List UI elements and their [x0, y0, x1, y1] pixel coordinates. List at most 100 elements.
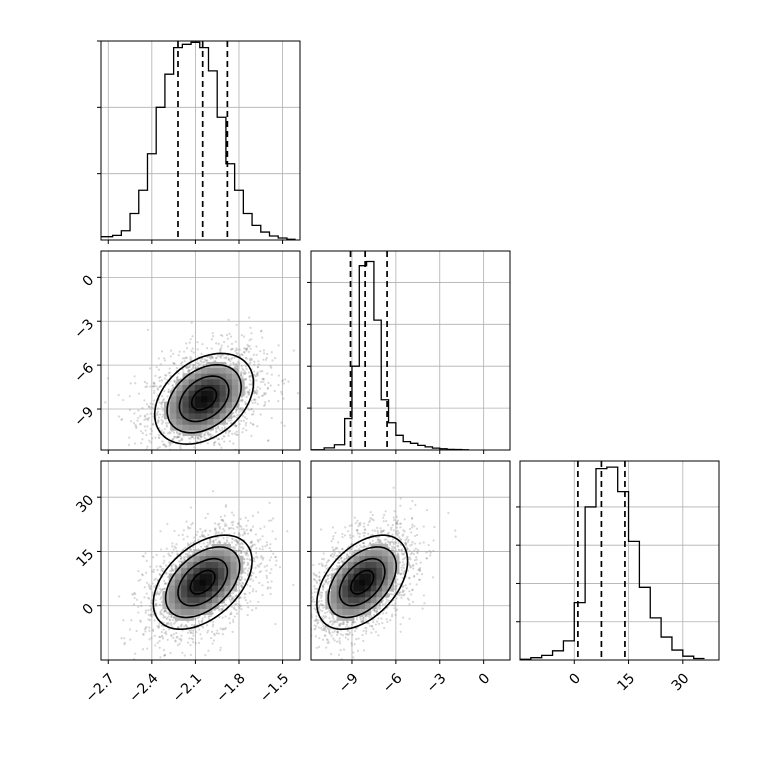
scatter-point — [236, 542, 239, 545]
scatter-point — [156, 590, 159, 593]
scatter-point — [182, 371, 185, 374]
scatter-point — [245, 429, 248, 432]
scatter-point — [263, 392, 266, 395]
scatter-point — [165, 623, 168, 626]
scatter-point — [176, 376, 179, 380]
scatter-point — [395, 522, 398, 525]
scatter-point — [147, 609, 150, 612]
scatter-point — [232, 620, 235, 624]
scatter-point — [171, 618, 174, 622]
scatter-point — [369, 511, 372, 514]
scatter-point — [286, 530, 289, 533]
scatter-point — [159, 458, 161, 460]
scatter-point — [241, 398, 244, 402]
scatter-point — [124, 456, 126, 458]
scatter-point — [372, 620, 375, 624]
scatter-point — [193, 437, 196, 440]
scatter-point — [220, 346, 223, 350]
scatter-point — [235, 363, 238, 366]
scatter-point — [186, 370, 190, 373]
density-bins — [162, 543, 244, 621]
scatter-point — [189, 548, 193, 551]
scatter-point — [255, 392, 258, 395]
scatter-point — [235, 594, 238, 597]
scatter-point — [232, 361, 235, 364]
scatter-point — [365, 629, 368, 633]
scatter-point — [141, 648, 145, 651]
scatter-point — [246, 554, 250, 557]
density-bin — [199, 573, 207, 580]
scatter-point — [141, 407, 144, 410]
scatter-point — [212, 632, 216, 635]
scatter-point — [149, 441, 152, 444]
scatter-point — [255, 590, 258, 593]
scatter-point — [232, 618, 235, 621]
scatter-point — [239, 407, 242, 410]
scatter-point — [174, 436, 177, 439]
scatter-point — [256, 564, 259, 567]
scatter-point — [153, 391, 156, 395]
scatter-point — [167, 552, 170, 555]
scatter-point — [133, 375, 136, 378]
scatter-point — [133, 442, 137, 445]
scatter-point — [170, 634, 173, 637]
histogram-grid-0 — [101, 41, 300, 240]
density-bin — [213, 412, 220, 420]
density-bin — [213, 367, 220, 374]
scatter-point — [157, 419, 160, 422]
scatter-point — [186, 469, 188, 471]
scatter-point — [221, 616, 224, 619]
density-bin — [231, 384, 239, 391]
scatter-point — [257, 360, 260, 363]
scatter-point — [263, 565, 266, 568]
scatter-point — [387, 599, 390, 602]
density-bin — [182, 378, 190, 386]
scatter-point — [192, 363, 195, 367]
scatter-point — [190, 436, 194, 439]
scatter-point — [161, 440, 164, 443]
scatter-point — [104, 401, 107, 404]
scatter-point — [401, 534, 404, 537]
scatter-point — [240, 525, 243, 528]
scatter-point — [281, 380, 284, 383]
scatter-point — [189, 631, 192, 634]
density-bin — [205, 561, 213, 568]
scatter-point — [235, 612, 239, 615]
scatter-point — [181, 651, 184, 654]
scatter-point — [169, 554, 172, 557]
scatter-point — [390, 547, 394, 550]
scatter-point — [169, 355, 172, 358]
scatter-point — [253, 391, 256, 395]
scatter-point — [250, 399, 253, 402]
scatter-point — [218, 605, 221, 608]
density-bin — [194, 384, 202, 391]
scatter-point — [247, 390, 250, 394]
scatter-point — [201, 621, 204, 624]
scatter-point — [246, 569, 249, 572]
scatter-point — [219, 356, 223, 359]
scatter-point — [160, 405, 163, 408]
scatter-point — [187, 501, 189, 503]
scatter-point — [164, 582, 167, 585]
scatter-point — [216, 425, 220, 428]
scatter-point — [142, 555, 145, 558]
density-bin — [213, 407, 220, 414]
scatter-point — [250, 574, 253, 577]
scatter-point — [252, 413, 255, 416]
scatter-point — [241, 407, 244, 410]
scatter-point — [163, 359, 167, 362]
density-bin — [194, 390, 202, 397]
scatter-point — [161, 415, 164, 419]
scatter-point — [242, 368, 245, 372]
scatter-point — [218, 616, 221, 619]
scatter-point — [196, 341, 199, 344]
scatter-point — [268, 559, 271, 562]
scatter-point — [214, 532, 217, 535]
scatter-point — [241, 545, 244, 548]
scatter-point — [235, 363, 238, 366]
scatter-point — [249, 379, 252, 382]
scatter-point — [157, 368, 161, 371]
scatter-point — [222, 537, 225, 540]
scatter-point — [228, 617, 231, 620]
scatter-point — [217, 427, 220, 430]
